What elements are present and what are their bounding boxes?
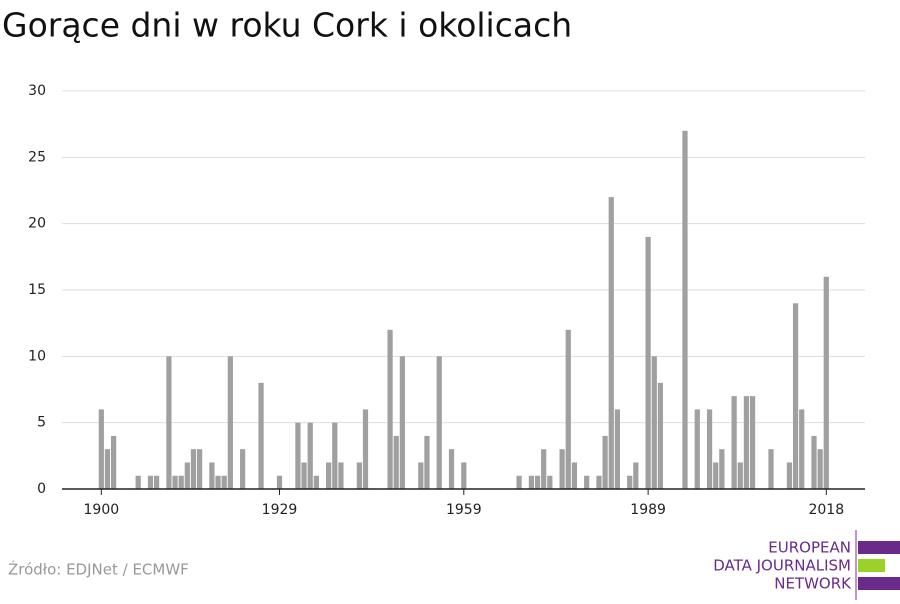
y-tick-label: 15	[28, 282, 46, 298]
bar	[184, 462, 190, 489]
bar	[424, 435, 430, 489]
x-tick-label: 1989	[630, 502, 666, 518]
bar	[645, 236, 651, 489]
bar	[147, 475, 154, 489]
logo-text: NETWORK	[774, 575, 852, 593]
logo-bar	[858, 559, 885, 572]
logo-text: DATA JOURNALISM	[713, 557, 851, 575]
bar	[541, 449, 547, 489]
bar	[768, 449, 774, 489]
bar	[571, 462, 578, 489]
y-tick-label: 10	[28, 348, 46, 364]
bar	[737, 462, 743, 489]
bar	[719, 449, 725, 489]
bar	[608, 197, 614, 489]
logo-bar	[858, 541, 900, 554]
y-tick-label: 20	[28, 216, 46, 232]
bar	[436, 356, 442, 489]
bar	[240, 449, 246, 489]
bar	[584, 475, 590, 489]
bar	[313, 475, 319, 489]
bar	[706, 409, 713, 489]
bar	[387, 329, 393, 489]
bar	[418, 462, 424, 489]
bar	[110, 435, 117, 489]
bar	[682, 130, 688, 490]
bar	[694, 409, 700, 489]
bar	[301, 462, 307, 489]
bar	[338, 462, 344, 489]
bar	[104, 449, 111, 489]
bar	[172, 475, 178, 489]
bar	[786, 462, 793, 489]
bar	[178, 475, 184, 489]
bar	[209, 462, 215, 489]
bar	[154, 475, 160, 489]
bar	[817, 449, 823, 489]
y-tick-label: 5	[37, 415, 46, 431]
bar	[276, 475, 283, 489]
bar	[98, 409, 104, 489]
x-tick-label: 1900	[84, 502, 120, 518]
bar	[627, 475, 633, 489]
bar	[547, 475, 553, 489]
bar	[657, 382, 664, 489]
y-tick-label: 30	[28, 83, 46, 99]
bar	[307, 422, 313, 489]
logo-bar	[858, 577, 900, 590]
bar	[332, 422, 338, 489]
y-tick-label: 25	[28, 149, 46, 165]
bar	[565, 329, 571, 489]
bar	[399, 356, 405, 489]
bar	[227, 356, 233, 489]
bar	[528, 475, 535, 489]
bar	[596, 475, 602, 489]
y-tick-label: 0	[37, 481, 46, 497]
logo-text: EUROPEAN	[768, 539, 851, 557]
bar	[221, 475, 227, 489]
bar	[215, 475, 221, 489]
bar	[393, 435, 399, 489]
bar	[135, 475, 141, 489]
source: Źródło: EDJNet / ECMWF	[8, 560, 189, 579]
bar	[295, 422, 301, 489]
bar	[823, 276, 829, 489]
bar	[197, 449, 203, 489]
bar	[651, 356, 657, 489]
logo: EUROPEAN DATA JOURNALISM NETWORK	[713, 530, 900, 600]
bar	[811, 435, 817, 489]
bar	[792, 303, 799, 489]
bar	[461, 462, 467, 489]
bar	[356, 462, 362, 489]
bar	[190, 449, 197, 489]
x-tick-label: 1929	[262, 502, 298, 518]
bar	[799, 409, 805, 489]
bar	[713, 462, 719, 489]
bar	[559, 449, 565, 489]
bar	[362, 409, 369, 489]
bar	[258, 382, 264, 489]
bar	[516, 475, 522, 489]
bar	[633, 462, 639, 489]
bar	[743, 396, 750, 489]
x-tick-label: 2018	[808, 502, 844, 518]
x-tick-label: 1959	[446, 502, 482, 518]
bar	[614, 409, 621, 489]
chart-title: Gorące dni w roku Cork i okolicach	[2, 6, 572, 45]
bar	[326, 462, 332, 489]
bar	[731, 396, 737, 489]
bar	[448, 449, 455, 489]
bar	[534, 475, 541, 489]
bar	[749, 396, 756, 489]
bar	[602, 435, 608, 489]
bar	[166, 356, 172, 489]
